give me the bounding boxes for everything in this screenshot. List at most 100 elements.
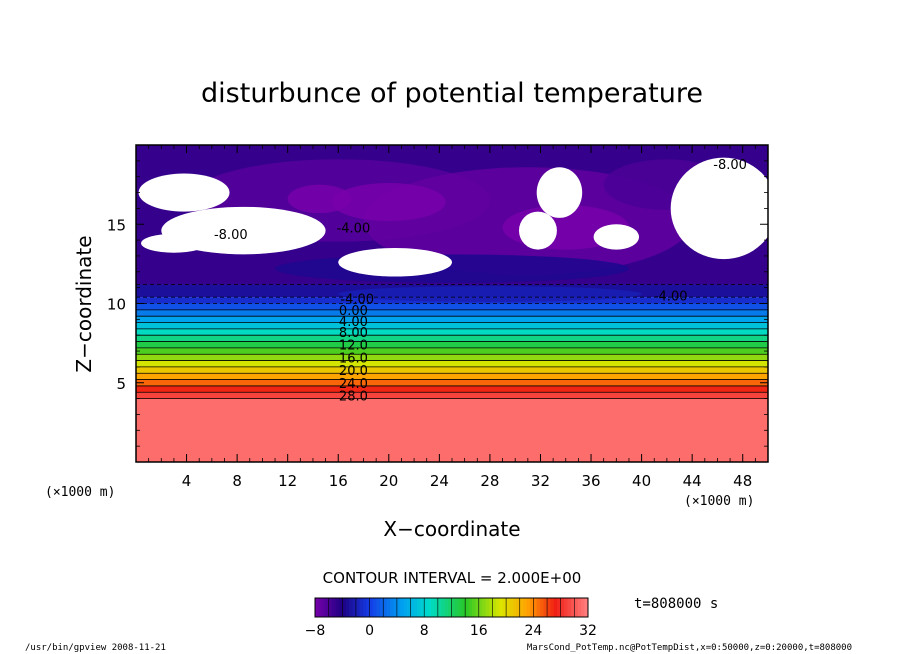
contour-label-5: 0.00 (339, 304, 368, 319)
contour-label-10: 20.0 (339, 364, 368, 379)
colorbar-tick-1: 0 (365, 623, 374, 639)
contour-label-4: -4.00 (340, 293, 374, 308)
colorbar-cell-7-1 (413, 598, 418, 617)
colorbar-cell-15-3 (529, 598, 534, 617)
colorbar-cell-17-1 (550, 598, 555, 617)
contour-label-8: 12.0 (339, 339, 368, 354)
missing-region-7 (593, 224, 640, 250)
colorbar-cell-17-0 (547, 598, 551, 617)
contour-interval-label: CONTOUR INTERVAL = 2.000E+00 (323, 569, 582, 587)
colorbar-cell-16-2 (540, 598, 545, 617)
field-blob-2 (331, 183, 446, 222)
x-tick-label-9: 40 (632, 472, 651, 490)
colorbar-cell-16-0 (533, 598, 538, 617)
colorbar-cell-5-3 (393, 598, 398, 617)
colorbar-cell-10-1 (454, 598, 459, 617)
colorbar-tick-2: 8 (420, 623, 429, 639)
colorbar-tick-0: −8 (305, 623, 326, 639)
colorbar-cell-15-2 (526, 598, 531, 617)
colorbar-cell-6-1 (400, 598, 405, 617)
colorbar-cell-14-2 (512, 598, 517, 617)
footer-right: MarsCond_PotTemp.nc@PotTempDist,x=0:5000… (527, 643, 852, 653)
chart-title: disturbunce of potential temperature (201, 78, 703, 109)
colorbar-cell-10-2 (458, 598, 463, 617)
x-axis-label: X−coordinate (383, 517, 520, 541)
time-label: t=808000 s (634, 596, 718, 612)
colorbar-cell-19-1 (577, 598, 582, 617)
x-tick-label-6: 28 (480, 472, 499, 490)
y-tick-label-1: 10 (107, 296, 126, 314)
field-layer-12 (136, 322, 768, 329)
colorbar-cell-19-0 (574, 598, 579, 617)
field-layer-13 (136, 316, 768, 323)
colorbar-cell-18-0 (560, 598, 565, 617)
colorbar (314, 597, 589, 618)
colorbar-cell-9-0 (437, 598, 442, 617)
contour-label-1: -8.00 (214, 228, 248, 243)
colorbar-cell-3-1 (359, 598, 364, 617)
colorbar-cell-3-0 (355, 598, 360, 617)
missing-region-0 (138, 173, 230, 212)
colorbar-cell-17-2 (553, 598, 558, 617)
x-tick-label-11: 48 (733, 472, 752, 490)
missing-region-6 (670, 157, 768, 260)
missing-region-4 (536, 167, 583, 218)
missing-region-3 (338, 248, 452, 277)
colorbar-cell-2-3 (352, 598, 357, 617)
colorbar-cell-12-1 (482, 598, 487, 617)
plot-area (136, 145, 768, 462)
x-tick-label-3: 16 (329, 472, 348, 490)
colorbar-tick-4: 24 (524, 623, 542, 639)
x-unit-left: (×1000 m) (45, 485, 115, 500)
colorbar-cell-12-3 (489, 598, 493, 617)
contour-lines (136, 284, 768, 400)
colorbar-cell-14-1 (509, 598, 514, 617)
contour-label-0: -8.00 (713, 158, 747, 173)
colorbar-cell-4-2 (376, 598, 381, 617)
colorbar-cell-18-3 (570, 598, 575, 617)
field-layer-2 (136, 385, 768, 393)
colorbar-cell-14-3 (516, 598, 521, 617)
colorbar-cell-10-3 (461, 598, 466, 617)
colorbar-cell-9-1 (441, 598, 446, 617)
colorbar-cell-2-1 (345, 598, 350, 617)
colorbar-cell-8-2 (431, 598, 435, 617)
missing-region-5 (518, 211, 557, 250)
colorbar-cell-1-0 (328, 598, 333, 617)
colorbar-cell-19-2 (581, 598, 586, 617)
field-blob-7 (338, 286, 642, 302)
colorbar-cell-0-3 (325, 598, 330, 617)
colorbar-cell-6-2 (403, 598, 408, 617)
colorbar-cell-5-0 (383, 598, 388, 617)
x-tick-label-4: 20 (379, 472, 398, 490)
colorbar-cell-11-2 (471, 598, 476, 617)
colorbar-tick-labels: −8 0 8 16 24 32 (305, 623, 597, 639)
contour-label-7: 8.00 (339, 326, 368, 341)
colorbar-cell-18-1 (564, 598, 569, 617)
colorbar-cell-4-1 (373, 598, 377, 617)
field-layer-10 (136, 335, 768, 342)
missing-region-2 (141, 233, 207, 253)
x-tick-label-5: 24 (430, 472, 449, 490)
colorbar-cell-13-1 (495, 598, 500, 617)
colorbar-cell-7-3 (420, 598, 425, 617)
colorbar-cell-17-3 (557, 598, 562, 617)
colorbar-cell-15-1 (523, 598, 528, 617)
missing-data-regions (138, 157, 768, 277)
colorbar-cell-14-0 (506, 598, 511, 617)
field-layer-15 (136, 303, 768, 310)
colorbar-cell-1-2 (335, 598, 340, 617)
field-blob-6 (275, 254, 629, 283)
colorbar-cell-15-0 (519, 598, 524, 617)
field-layer-1 (136, 392, 768, 399)
colorbar-cell-3-2 (362, 598, 367, 617)
field-layer-3 (136, 379, 768, 386)
colorbar-cell-12-0 (478, 598, 483, 617)
colorbar-tick-3: 16 (470, 623, 488, 639)
colorbar-cell-13-3 (502, 598, 507, 617)
colorbar-cell-11-0 (465, 598, 470, 617)
field-blob-3 (287, 184, 351, 214)
contour-label-9: 16.0 (339, 351, 368, 366)
colorbar-cell-0-1 (318, 598, 323, 617)
